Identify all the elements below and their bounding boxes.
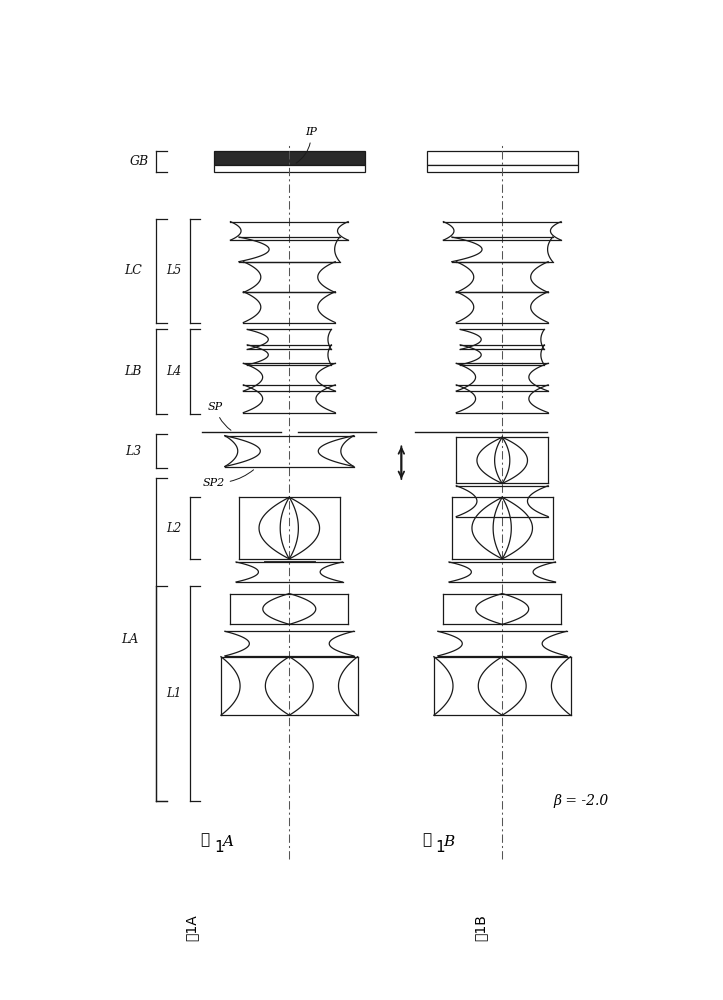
Text: SP2: SP2 <box>202 470 254 488</box>
Text: LA: LA <box>121 633 138 646</box>
Bar <box>427 151 578 165</box>
Text: β = -2.0: β = -2.0 <box>553 794 608 808</box>
Bar <box>427 165 578 172</box>
Text: LB: LB <box>124 365 142 378</box>
Text: L3: L3 <box>126 445 142 458</box>
Text: A: A <box>222 835 233 849</box>
Text: 図1A: 図1A <box>184 915 199 941</box>
Text: L2: L2 <box>166 522 181 535</box>
Text: SP: SP <box>208 402 231 430</box>
Text: L1: L1 <box>166 687 181 700</box>
Text: 図: 図 <box>201 832 210 847</box>
Bar <box>214 151 365 165</box>
Bar <box>214 165 365 172</box>
Text: 1: 1 <box>436 840 445 855</box>
Text: GB: GB <box>130 155 149 168</box>
Text: 1: 1 <box>215 840 224 855</box>
Text: B: B <box>443 835 455 849</box>
Text: 図: 図 <box>422 832 431 847</box>
Text: LC: LC <box>124 264 142 277</box>
Text: IP: IP <box>296 127 317 163</box>
Text: L4: L4 <box>166 365 181 378</box>
Text: L5: L5 <box>166 264 181 277</box>
Text: 図1B: 図1B <box>474 915 488 941</box>
